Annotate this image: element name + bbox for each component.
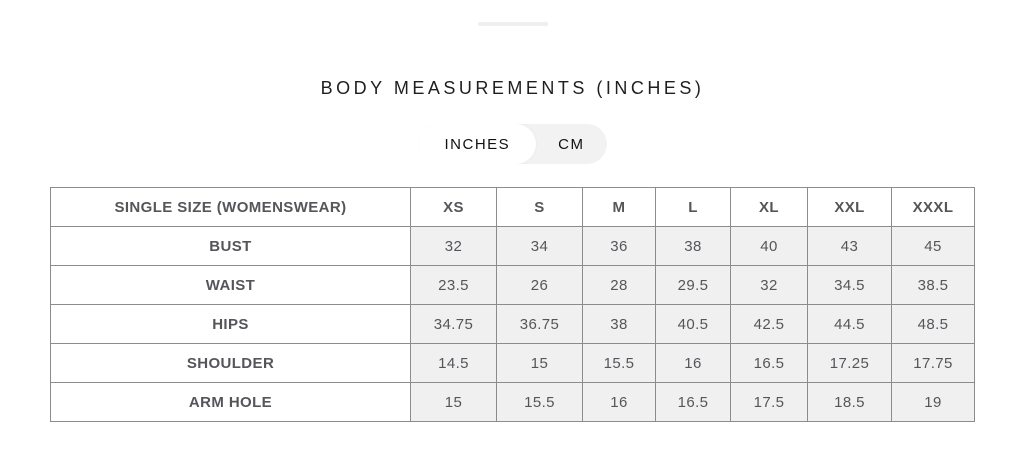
page-title: BODY MEASUREMENTS (INCHES)	[320, 78, 705, 98]
value-cell: 45	[891, 226, 975, 266]
value-cell: 14.5	[410, 343, 497, 383]
value-cell: 38	[655, 226, 731, 266]
value-cell: 32	[730, 265, 808, 305]
value-cell: 40.5	[655, 304, 731, 344]
table-row: BUST 32 34 36 38 40 43 45	[50, 226, 975, 266]
value-cell: 38	[582, 304, 656, 344]
value-cell: 34.5	[807, 265, 892, 305]
unit-option-cm[interactable]: CM	[536, 124, 606, 164]
value-cell: 43	[807, 226, 892, 266]
header-cell-size: S	[496, 187, 583, 227]
header-cell-size: M	[582, 187, 656, 227]
table-row: HIPS 34.75 36.75 38 40.5 42.5 44.5 48.5	[50, 304, 975, 344]
value-cell: 32	[410, 226, 497, 266]
header-cell-size: XXL	[807, 187, 892, 227]
value-cell: 48.5	[891, 304, 975, 344]
size-table-body: BUST 32 34 36 38 40 43 45 WAIST 23.5 26 28 29.5 32 34.…	[50, 226, 975, 422]
value-cell: 16.5	[655, 382, 731, 422]
size-table-header-row: SINGLE SIZE (WOMENSWEAR) XS S M L XL XXL XXXL	[50, 187, 975, 227]
value-cell: 40	[730, 226, 808, 266]
header-cell-size: L	[655, 187, 731, 227]
value-cell: 18.5	[807, 382, 892, 422]
table-row: ARM HOLE 15 15.5 16 16.5 17.5 18.5 19	[50, 382, 975, 422]
value-cell: 15.5	[582, 343, 656, 383]
value-cell: 17.25	[807, 343, 892, 383]
header-cell-size: XL	[730, 187, 808, 227]
row-label-cell: ARM HOLE	[50, 382, 411, 422]
value-cell: 28	[582, 265, 656, 305]
value-cell: 36	[582, 226, 656, 266]
value-cell: 15.5	[496, 382, 583, 422]
header-cell-label: SINGLE SIZE (WOMENSWEAR)	[50, 187, 411, 227]
value-cell: 26	[496, 265, 583, 305]
value-cell: 44.5	[807, 304, 892, 344]
unit-toggle: INCHES CM	[418, 124, 607, 164]
row-label-cell: WAIST	[50, 265, 411, 305]
value-cell: 16.5	[730, 343, 808, 383]
header-cell-size: XS	[410, 187, 497, 227]
header-cell-size: XXXL	[891, 187, 975, 227]
row-label-cell: SHOULDER	[50, 343, 411, 383]
value-cell: 42.5	[730, 304, 808, 344]
value-cell: 34.75	[410, 304, 497, 344]
value-cell: 34	[496, 226, 583, 266]
row-label-cell: HIPS	[50, 304, 411, 344]
value-cell: 15	[496, 343, 583, 383]
table-row: SHOULDER 14.5 15 15.5 16 16.5 17.25 17.75	[50, 343, 975, 383]
table-row: WAIST 23.5 26 28 29.5 32 34.5 38.5	[50, 265, 975, 305]
value-cell: 23.5	[410, 265, 497, 305]
size-table: SINGLE SIZE (WOMENSWEAR) XS S M L XL XXL XXXL B…	[50, 187, 975, 422]
value-cell: 29.5	[655, 265, 731, 305]
value-cell: 16	[655, 343, 731, 383]
value-cell: 38.5	[891, 265, 975, 305]
value-cell: 17.75	[891, 343, 975, 383]
row-label-cell: BUST	[50, 226, 411, 266]
value-cell: 36.75	[496, 304, 583, 344]
drag-handle[interactable]	[477, 22, 548, 26]
value-cell: 19	[891, 382, 975, 422]
unit-option-inches[interactable]: INCHES	[418, 124, 537, 164]
value-cell: 16	[582, 382, 656, 422]
value-cell: 17.5	[730, 382, 808, 422]
value-cell: 15	[410, 382, 497, 422]
